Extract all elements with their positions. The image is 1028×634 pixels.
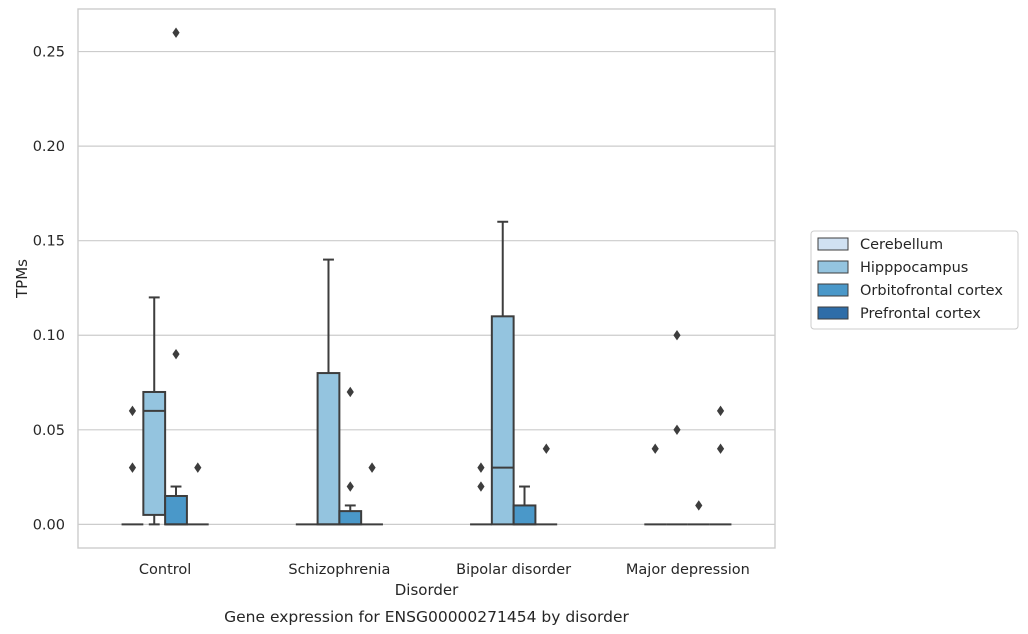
box-orbitofrontal-cortex [338, 386, 363, 526]
outlier-point [346, 481, 354, 492]
outlier-point [172, 27, 180, 38]
y-tick-label: 0.25 [33, 45, 65, 61]
x-tick-label: Major depression [626, 562, 750, 578]
y-tick-label: 0.20 [33, 139, 65, 155]
legend: Cerebellum Hipppocampus Orbitofrontal cort… [810, 230, 1019, 330]
x-tick-label: Control [139, 562, 191, 578]
box-cerebellum [470, 462, 492, 526]
legend-label: Hipppocampus [860, 260, 968, 276]
legend-label: Cerebellum [860, 237, 943, 253]
box-body [316, 372, 341, 526]
legend-swatch [817, 283, 849, 297]
y-tick-label: 0.05 [33, 423, 65, 439]
box-plots [121, 27, 732, 526]
grid-lines [78, 50, 775, 525]
box-hipppocampus [666, 330, 688, 526]
box-body [164, 494, 188, 526]
box-body [512, 504, 537, 526]
outlier-point [128, 462, 137, 473]
box-cerebellum [644, 443, 667, 526]
y-tick-labels: 0.00 0.05 0.10 0.15 0.20 0.25 [33, 45, 65, 534]
outlier-point [172, 348, 180, 360]
box-orbitofrontal-cortex [512, 485, 537, 526]
y-tick-label: 0.00 [33, 517, 65, 533]
legend-swatch [817, 306, 849, 320]
box-orbitofrontal-cortex [687, 500, 710, 526]
box-hipppocampus [142, 296, 167, 526]
outlier-point [368, 462, 376, 473]
box-prefrontal-cortex [186, 462, 209, 526]
chart-title: Gene expression for ENSG00000271454 by d… [224, 608, 629, 626]
plot-frame [77, 8, 776, 549]
outlier-point [716, 405, 725, 417]
box-hipppocampus [490, 220, 515, 526]
x-axis-label: Disorder [395, 581, 459, 599]
box-prefrontal-cortex [709, 405, 732, 526]
x-tick-label: Bipolar disorder [456, 562, 571, 578]
outlier-point [673, 330, 681, 341]
box-prefrontal-cortex [361, 462, 383, 526]
x-tick-labels: Control Schizophrenia Bipolar disorder Majo… [139, 562, 750, 578]
y-tick-label: 0.10 [33, 328, 65, 344]
legend-swatch [817, 237, 849, 251]
outlier-point [346, 386, 354, 398]
box-orbitofrontal-cortex [164, 27, 188, 526]
outlier-point [673, 424, 681, 435]
legend-swatch [817, 260, 849, 274]
legend-label: Orbitofrontal cortex [860, 283, 1003, 299]
outlier-point [194, 462, 202, 473]
outlier-point [695, 500, 703, 511]
x-tick-label: Schizophrenia [288, 562, 390, 578]
legend-frame [810, 230, 1019, 330]
outlier-point [651, 443, 659, 454]
box-cerebellum [121, 405, 144, 526]
box-hipppocampus [316, 258, 341, 526]
outlier-point [716, 443, 725, 454]
box-body [142, 390, 167, 516]
box-body [338, 510, 363, 526]
box-prefrontal-cortex [535, 443, 558, 526]
outlier-point [477, 462, 485, 473]
y-tick-label: 0.15 [33, 234, 65, 250]
y-axis-label: TPMs [13, 259, 31, 299]
outlier-point [477, 481, 485, 492]
outlier-point [128, 405, 137, 417]
legend-label: Prefrontal cortex [860, 306, 981, 322]
outlier-point [542, 443, 550, 454]
box-body [490, 315, 515, 526]
